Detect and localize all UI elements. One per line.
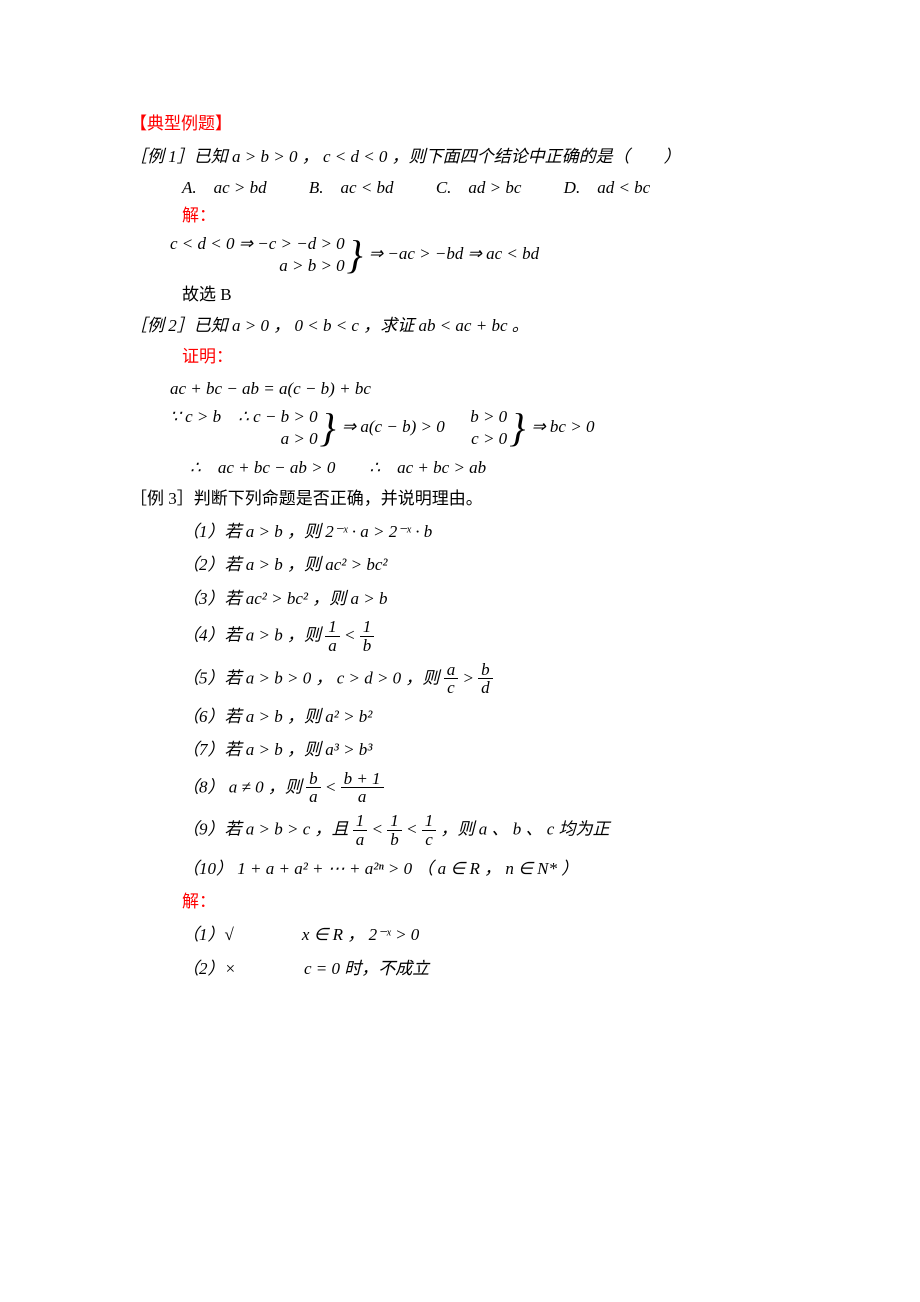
ex3-item-2: （2）若 a > b ，则 ac² > bc² — [182, 551, 790, 578]
fraction: 1 b — [387, 812, 402, 849]
example-3-label: ［例 3］判断下列命题是否正确，并说明理由。 — [130, 485, 790, 512]
fraction-num: a — [444, 661, 459, 679]
item-text: （4）若 a > b ，则 — [182, 625, 325, 644]
brace-left-lines: b > 0 c > 0 — [470, 406, 507, 450]
brace-group: c < d < 0 ⇒ −c > −d > 0 a > b > 0 } — [170, 233, 365, 277]
brace-line: ∵ c > b ∴ c − b > 0 — [170, 406, 318, 428]
solution-label: 解： — [182, 202, 790, 229]
ex3-answer-1: （1）√ x ∈ R ， 2⁻ˣ > 0 — [182, 921, 790, 948]
fraction: 1 b — [360, 618, 375, 655]
option-b: B. ac < bd — [309, 174, 394, 201]
brace-result: ⇒ a(c − b) > 0 — [342, 417, 445, 436]
ex3-item-1: （1）若 a > b ，则 2⁻ˣ · a > 2⁻ˣ · b — [182, 518, 790, 545]
option-d: D. ad < bc — [564, 174, 651, 201]
example-1-options: A. ac > bd B. ac < bd C. ad > bc D. ad <… — [182, 174, 790, 201]
item-text: （9）若 a > b > c ，且 — [182, 820, 353, 839]
brace-icon: } — [345, 235, 365, 275]
derivation-right: ⇒ −ac > −bd ⇒ ac < bd — [369, 244, 539, 263]
fraction-den: a — [325, 636, 340, 655]
operator: < — [372, 820, 388, 839]
option-c: C. ad > bc — [436, 174, 522, 201]
brace-icon: } — [318, 408, 338, 448]
derivation-line: a > b > 0 — [279, 255, 344, 277]
ex3-item-9: （9）若 a > b > c ，且 1 a < 1 b < 1 c ，则 a 、… — [182, 812, 790, 849]
fraction-den: a — [353, 830, 368, 849]
fraction-num: 1 — [353, 812, 368, 830]
brace-line: a > 0 — [281, 428, 318, 450]
derivation-line: c < d < 0 ⇒ −c > −d > 0 — [170, 233, 345, 255]
brace-result: ⇒ bc > 0 — [531, 417, 594, 436]
section-header: 【典型例题】 — [130, 110, 790, 137]
ex3-answer-2: （2）× c = 0 时，不成立 — [182, 955, 790, 982]
item-text: （8） a ≠ 0 ，则 — [182, 777, 306, 796]
example-2-line1: ac + bc − ab = a(c − b) + bc — [170, 375, 790, 402]
brace-line: b > 0 — [470, 406, 507, 428]
example-2-conclusion: ∴ ac + bc − ab > 0 ∴ ac + bc > ab — [190, 454, 790, 481]
fraction: 1 c — [422, 812, 437, 849]
fraction: 1 a — [353, 812, 368, 849]
example-1-derivation: c < d < 0 ⇒ −c > −d > 0 a > b > 0 } ⇒ −a… — [170, 233, 790, 277]
ex3-item-6: （6）若 a > b ，则 a² > b² — [182, 703, 790, 730]
option-a: A. ac > bd — [182, 174, 267, 201]
operator: < — [406, 820, 422, 839]
brace-icon: } — [507, 408, 527, 448]
example-2-brace-row: ∵ c > b ∴ c − b > 0 a > 0 } ⇒ a(c − b) >… — [170, 406, 790, 450]
ex3-item-3: （3）若 ac² > bc² ，则 a > b — [182, 585, 790, 612]
ex3-item-8: （8） a ≠ 0 ，则 b a < b + 1 a — [182, 770, 790, 807]
page: 【典型例题】 ［例 1］已知 a > b > 0 ， c < d < 0 ，则下… — [0, 0, 920, 1302]
fraction-num: b — [306, 770, 321, 788]
operator: > — [462, 668, 478, 687]
fraction-den: a — [341, 787, 384, 806]
operator: < — [325, 777, 341, 796]
fraction-num: 1 — [360, 618, 375, 636]
brace-group: b > 0 c > 0 } — [470, 406, 527, 450]
fraction: b a — [306, 770, 321, 807]
fraction-den: d — [478, 678, 493, 697]
fraction-num: 1 — [387, 812, 402, 830]
fraction: b + 1 a — [341, 770, 384, 807]
fraction-num: 1 — [422, 812, 437, 830]
brace-left-lines: c < d < 0 ⇒ −c > −d > 0 a > b > 0 — [170, 233, 345, 277]
fraction-num: b + 1 — [341, 770, 384, 788]
ex3-item-5: （5）若 a > b > 0 ， c > d > 0 ，则 a c > b d — [182, 661, 790, 698]
fraction: a c — [444, 661, 459, 698]
fraction-num: b — [478, 661, 493, 679]
brace-left-lines: ∵ c > b ∴ c − b > 0 a > 0 — [170, 406, 318, 450]
fraction: b d — [478, 661, 493, 698]
fraction-den: c — [422, 830, 437, 849]
operator: < — [344, 625, 360, 644]
item-text: （5）若 a > b > 0 ， c > d > 0 ，则 — [182, 668, 444, 687]
fraction-den: a — [306, 787, 321, 806]
item-text: ，则 a 、 b 、 c 均为正 — [440, 820, 609, 839]
fraction-num: 1 — [325, 618, 340, 636]
fraction-den: b — [387, 830, 402, 849]
fraction: 1 a — [325, 618, 340, 655]
fraction-den: b — [360, 636, 375, 655]
example-1-label: ［例 1］已知 a > b > 0 ， c < d < 0 ，则下面四个结论中正… — [130, 143, 790, 170]
ex3-item-4: （4）若 a > b ，则 1 a < 1 b — [182, 618, 790, 655]
brace-group: ∵ c > b ∴ c − b > 0 a > 0 } — [170, 406, 338, 450]
proof-label: 证明： — [182, 343, 790, 370]
ex3-item-7: （7）若 a > b ，则 a³ > b³ — [182, 736, 790, 763]
ex3-item-10: （10） 1 + a + a² + ⋯ + a²ⁿ > 0 （ a ∈ R ， … — [182, 855, 790, 882]
example-1-answer: 故选 B — [182, 281, 790, 308]
brace-line: c > 0 — [471, 428, 507, 450]
solution-label: 解： — [182, 888, 790, 915]
fraction-den: c — [444, 678, 459, 697]
example-2-label: ［例 2］已知 a > 0 ， 0 < b < c ，求证 ab < ac + … — [130, 312, 790, 339]
